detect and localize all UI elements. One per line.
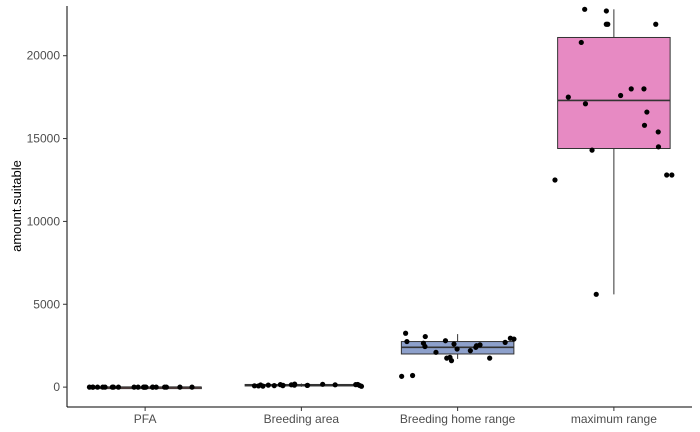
y-tick-label: 0 bbox=[53, 380, 60, 394]
data-point bbox=[163, 384, 170, 390]
points-group bbox=[86, 384, 195, 390]
points-group bbox=[251, 381, 365, 389]
y-axis-ticks: 0 5000 10000 15000 20000 bbox=[27, 49, 67, 394]
data-point bbox=[644, 109, 650, 115]
data-point bbox=[292, 381, 298, 387]
data-point bbox=[332, 382, 338, 388]
data-point bbox=[304, 382, 310, 389]
data-point bbox=[403, 330, 409, 336]
y-tick-label: 5000 bbox=[33, 297, 60, 311]
data-point bbox=[109, 384, 115, 390]
data-point bbox=[189, 384, 195, 390]
data-point bbox=[280, 383, 286, 389]
data-point bbox=[102, 384, 108, 390]
x-tick-label: Breeding area bbox=[264, 412, 340, 426]
data-point bbox=[582, 101, 589, 107]
data-point bbox=[422, 333, 428, 340]
data-point bbox=[467, 348, 473, 354]
data-point bbox=[135, 384, 141, 390]
y-tick-label: 20000 bbox=[27, 49, 61, 63]
y-tick-label: 10000 bbox=[27, 214, 61, 228]
data-point bbox=[265, 382, 271, 388]
data-point bbox=[177, 384, 183, 390]
points-group bbox=[399, 330, 517, 379]
data-point bbox=[153, 384, 159, 390]
data-point bbox=[251, 383, 258, 389]
x-tick-label: maximum range bbox=[571, 412, 657, 426]
x-tick-label: PFA bbox=[134, 412, 157, 426]
data-point bbox=[454, 346, 460, 352]
x-tick-label: Breeding home range bbox=[400, 412, 516, 426]
data-point bbox=[86, 384, 93, 390]
data-point bbox=[511, 336, 517, 342]
data-point bbox=[358, 383, 365, 389]
data-point bbox=[655, 129, 661, 135]
data-point bbox=[404, 338, 410, 345]
plot-area bbox=[86, 6, 675, 390]
data-point bbox=[409, 372, 416, 379]
data-point bbox=[451, 341, 457, 347]
data-point bbox=[589, 147, 595, 153]
data-point bbox=[664, 172, 670, 178]
data-point bbox=[399, 373, 405, 379]
data-point bbox=[442, 338, 449, 344]
data-point bbox=[669, 172, 675, 178]
data-point bbox=[420, 340, 427, 346]
box-group bbox=[557, 9, 671, 295]
data-point bbox=[115, 384, 122, 390]
data-point bbox=[578, 39, 584, 46]
data-point bbox=[131, 384, 137, 390]
y-tick-label: 15000 bbox=[27, 132, 61, 146]
data-point bbox=[140, 384, 147, 390]
data-point bbox=[565, 94, 571, 100]
data-point bbox=[605, 21, 611, 27]
data-point bbox=[502, 339, 508, 345]
data-point bbox=[255, 383, 262, 389]
data-point bbox=[593, 291, 599, 297]
data-point bbox=[653, 21, 659, 27]
box bbox=[557, 36, 671, 150]
data-point bbox=[473, 344, 479, 350]
data-point bbox=[94, 384, 101, 390]
data-point bbox=[655, 144, 662, 150]
data-point bbox=[582, 6, 588, 12]
points-group bbox=[552, 6, 675, 297]
x-axis-ticks: PFA Breeding area Breeding home range maxim… bbox=[134, 407, 657, 426]
data-point bbox=[641, 122, 648, 128]
data-point bbox=[603, 8, 609, 14]
data-point bbox=[320, 381, 326, 387]
data-point bbox=[271, 383, 277, 389]
data-point bbox=[477, 342, 483, 348]
y-axis-title: amount.suitable bbox=[9, 160, 24, 252]
data-point bbox=[487, 355, 493, 361]
data-point bbox=[641, 86, 647, 92]
data-point bbox=[149, 384, 156, 390]
data-point bbox=[628, 86, 634, 92]
data-point bbox=[447, 354, 453, 360]
data-point bbox=[618, 92, 624, 99]
data-point bbox=[552, 177, 558, 183]
data-point bbox=[433, 349, 439, 355]
